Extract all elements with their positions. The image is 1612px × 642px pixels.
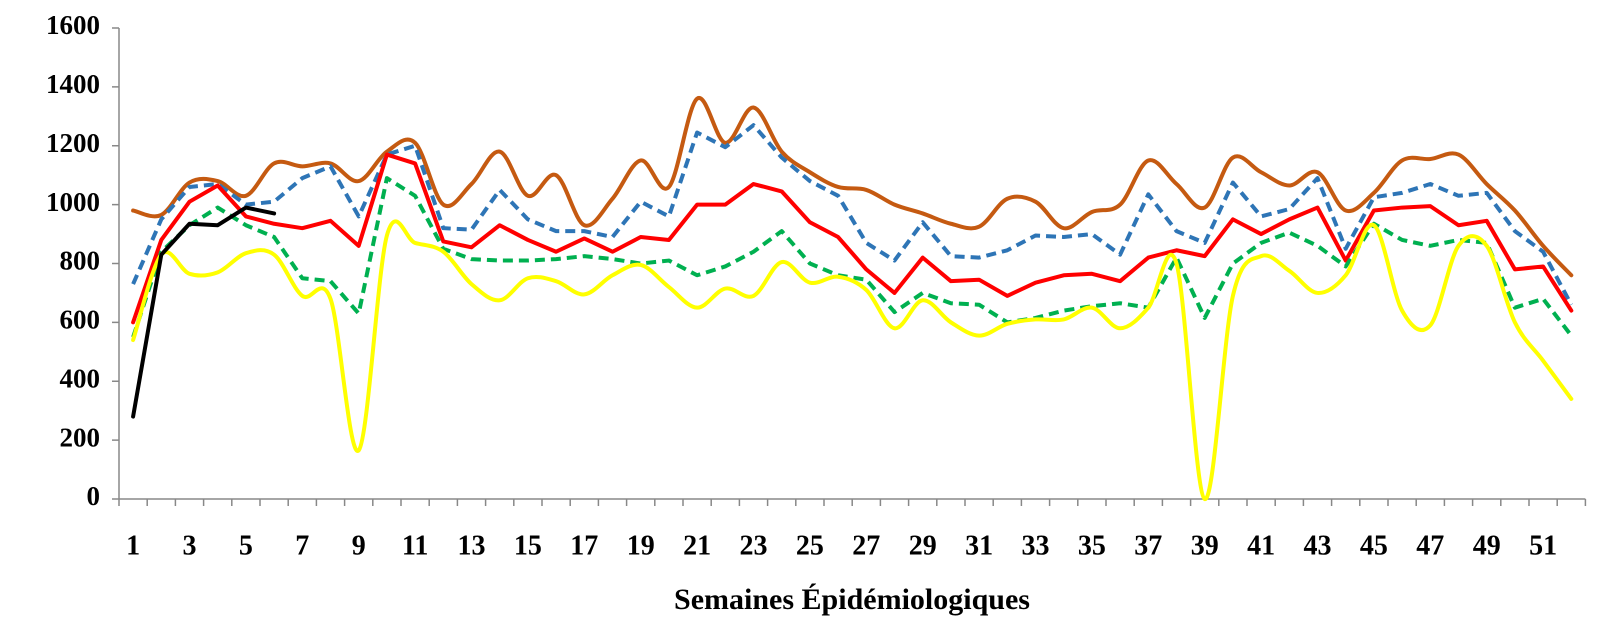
x-tick-label: 39 [1191, 530, 1219, 561]
x-tick-label: 29 [909, 530, 937, 561]
x-tick-label: 25 [796, 530, 824, 561]
x-tick-label: 1 [126, 530, 140, 561]
y-tick-label: 1600 [46, 10, 100, 40]
series-line [131, 152, 1574, 325]
x-tick-label: 27 [852, 530, 880, 561]
x-tick-label: 11 [402, 530, 428, 561]
x-tick-label: 37 [1134, 530, 1162, 561]
x-axis-title: Semaines Épidémiologiques [674, 583, 1030, 616]
x-tick-label: 21 [683, 530, 711, 561]
series-line [131, 176, 1573, 338]
x-tick-label: 9 [352, 530, 366, 561]
x-tick-label: 47 [1416, 530, 1444, 561]
x-tick-label: 31 [965, 530, 993, 561]
y-tick-label: 400 [60, 363, 101, 393]
x-tick-label: 51 [1529, 530, 1557, 561]
x-tick-label: 13 [458, 530, 486, 561]
x-tick-label: 45 [1360, 530, 1388, 561]
x-tick-label: 33 [1022, 530, 1050, 561]
series-line [131, 219, 1574, 502]
x-tick-label: 35 [1078, 530, 1106, 561]
x-tick-label: 23 [740, 530, 768, 561]
x-tick-label: 15 [514, 530, 542, 561]
series-line [131, 96, 1574, 278]
y-tick-label: 600 [60, 305, 101, 335]
series-line [131, 205, 277, 419]
x-tick-label: 49 [1473, 530, 1501, 561]
y-tick-label: 800 [60, 246, 101, 276]
x-tick-label: 5 [239, 530, 253, 561]
x-tick-label: 17 [570, 530, 598, 561]
series-line [131, 123, 1574, 306]
y-tick-label: 0 [87, 481, 101, 511]
y-tick-label: 1000 [46, 187, 100, 217]
x-tick-label: 41 [1247, 530, 1275, 561]
y-tick-label: 1200 [46, 128, 100, 158]
x-tick-label: 7 [295, 530, 309, 561]
x-tick-label: 43 [1304, 530, 1332, 561]
y-tick-label: 200 [60, 422, 101, 452]
x-tick-label: 3 [183, 530, 197, 561]
y-tick-label: 1400 [46, 69, 100, 99]
x-tick-label: 19 [627, 530, 655, 561]
